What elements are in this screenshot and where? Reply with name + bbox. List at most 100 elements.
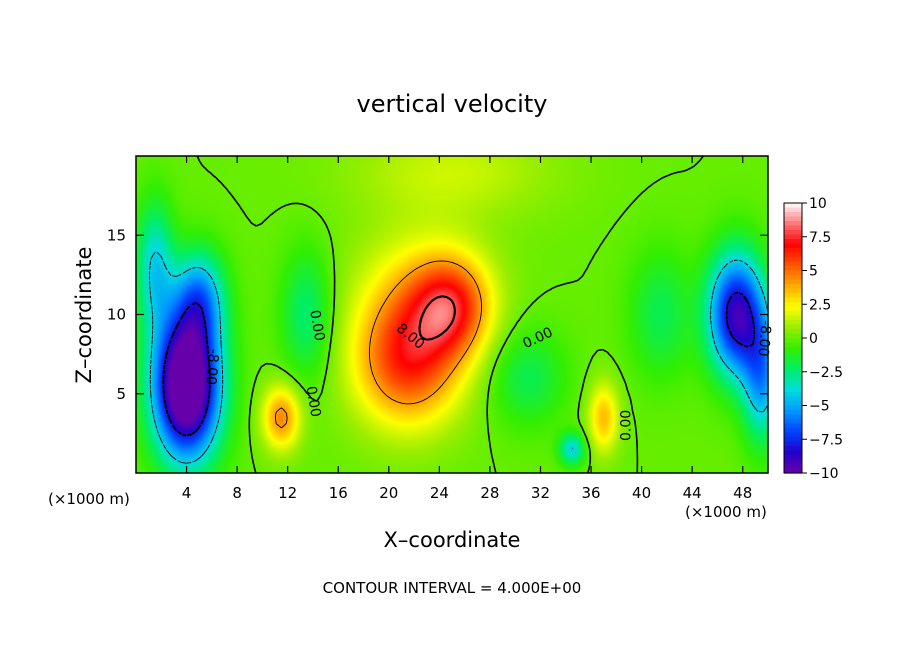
chart-title: vertical velocity xyxy=(357,90,548,118)
colorbar-swatch xyxy=(784,293,802,299)
colorbar-swatch xyxy=(784,270,802,276)
colorbar-swatch xyxy=(784,315,802,321)
y-tick-label: 5 xyxy=(116,385,126,403)
colorbar-swatch xyxy=(784,459,802,465)
colorbar-swatch xyxy=(784,419,802,425)
contour-label: -8.00 xyxy=(755,320,774,357)
colorbar-swatch xyxy=(784,428,802,434)
contour-line-plus-8 xyxy=(418,295,456,341)
colorbar-swatch xyxy=(784,302,802,308)
x-tick-label: 4 xyxy=(182,484,192,502)
colorbar-swatch xyxy=(784,297,802,303)
plot-area: 0.000.000.000.00-8.008.00 -8.00 4 8 12 16 20 2… xyxy=(107,155,774,502)
colorbar-swatch xyxy=(784,450,802,456)
colorbar-swatch xyxy=(784,365,802,371)
x-axis: 4 8 12 16 20 24 28 32 36 40 44 48 xyxy=(182,156,752,502)
colorbar-swatch xyxy=(784,306,802,312)
colorbar-swatch xyxy=(784,239,802,245)
colorbar-swatch xyxy=(784,342,802,348)
colorbar-swatch xyxy=(784,446,802,452)
colorbar-swatch xyxy=(784,432,802,438)
colorbar-swatch xyxy=(784,378,802,384)
colorbar-swatch xyxy=(784,351,802,357)
contour-label: 0.00 xyxy=(302,385,323,418)
x-tick-label: 44 xyxy=(683,484,702,502)
x-tick-label: 12 xyxy=(278,484,297,502)
colorbar-swatch xyxy=(784,392,802,398)
colorbar-tick-label: 0 xyxy=(809,331,818,347)
x-tick-label: 36 xyxy=(581,484,600,502)
colorbar-swatch xyxy=(784,405,802,411)
contour-line-minus-8 xyxy=(162,291,756,437)
colorbar-swatch xyxy=(784,347,802,353)
colorbar-tick-label: 5 xyxy=(809,264,818,280)
colorbar-tick-label: −10 xyxy=(809,466,839,482)
colorbar-swatch xyxy=(784,464,802,470)
colorbar-swatch xyxy=(784,338,802,344)
contour-line-plus-4 xyxy=(274,260,482,429)
contour-label: 0.00 xyxy=(306,309,327,342)
colorbar-tick-label: −7.5 xyxy=(809,432,843,448)
colorbar-swatch xyxy=(784,234,802,240)
colorbar-swatch xyxy=(784,221,802,227)
colorbar-swatch xyxy=(784,437,802,443)
colorbar-swatch xyxy=(784,279,802,285)
x-tick-label: 24 xyxy=(430,484,449,502)
colorbar-swatch xyxy=(784,257,802,263)
colorbar-swatch xyxy=(784,311,802,317)
y-tick-label: 15 xyxy=(107,226,126,244)
colorbar-tick-label: −2.5 xyxy=(809,365,843,381)
colorbar-swatch xyxy=(784,324,802,330)
y-axis: 5 10 15 xyxy=(107,226,768,403)
colorbar-swatch xyxy=(784,275,802,281)
colorbar-swatch xyxy=(784,387,802,393)
colorbar-swatch xyxy=(784,216,802,222)
colorbar-swatch xyxy=(784,333,802,339)
y-axis-label: Z–coordinate xyxy=(72,247,96,384)
colorbar-swatch xyxy=(784,207,802,213)
colorbar-swatch xyxy=(784,261,802,267)
colorbar-swatch xyxy=(784,252,802,258)
colorbar-swatch xyxy=(784,212,802,218)
colorbar-swatch xyxy=(784,288,802,294)
colorbar-swatch xyxy=(784,369,802,375)
colorbar-swatch xyxy=(784,284,802,290)
heatmap-field xyxy=(136,156,768,473)
colorbar-tick-label: 7.5 xyxy=(809,230,831,246)
colorbar-swatch xyxy=(784,356,802,362)
colorbar-swatch xyxy=(784,414,802,420)
colorbar: 10 7.5 5 2.5 0 −2.5 −5 −7.5 −10 xyxy=(783,196,843,482)
colorbar-swatch xyxy=(784,248,802,254)
colorbar-swatch xyxy=(784,423,802,429)
contour-line-minus-4 xyxy=(149,250,768,464)
contour-label: 0.00 xyxy=(618,410,634,441)
colorbar-swatch xyxy=(784,266,802,272)
x-tick-label: 40 xyxy=(632,484,651,502)
zero-contour-line xyxy=(196,156,705,473)
x-tick-label: 28 xyxy=(480,484,499,502)
contour-labels: 0.000.000.000.00-8.008.00 -8.00 xyxy=(202,309,773,441)
colorbar-swatch xyxy=(784,455,802,461)
colorbar-swatch xyxy=(784,243,802,249)
colorbar-swatch xyxy=(784,468,802,474)
x-tick-label: 20 xyxy=(379,484,398,502)
x-tick-label: 48 xyxy=(733,484,752,502)
contour-label: -8.00 xyxy=(202,348,221,385)
colorbar-swatch xyxy=(784,320,802,326)
x-unit-left: (×1000 m) xyxy=(48,490,130,508)
x-tick-label: 8 xyxy=(232,484,242,502)
x-tick-label: 16 xyxy=(329,484,348,502)
colorbar-swatch xyxy=(784,230,802,236)
colorbar-swatch xyxy=(784,401,802,407)
colorbar-swatch xyxy=(784,374,802,380)
colorbar-swatch xyxy=(784,225,802,231)
colorbar-swatch xyxy=(784,360,802,366)
colorbar-swatch xyxy=(784,329,802,335)
y-tick-label: 10 xyxy=(107,306,126,324)
colorbar-swatch xyxy=(784,396,802,402)
colorbar-swatch xyxy=(784,441,802,447)
colorbar-tick-label: 10 xyxy=(809,196,827,212)
colorbar-tick-label: −5 xyxy=(809,399,830,415)
colorbar-swatch xyxy=(784,410,802,416)
